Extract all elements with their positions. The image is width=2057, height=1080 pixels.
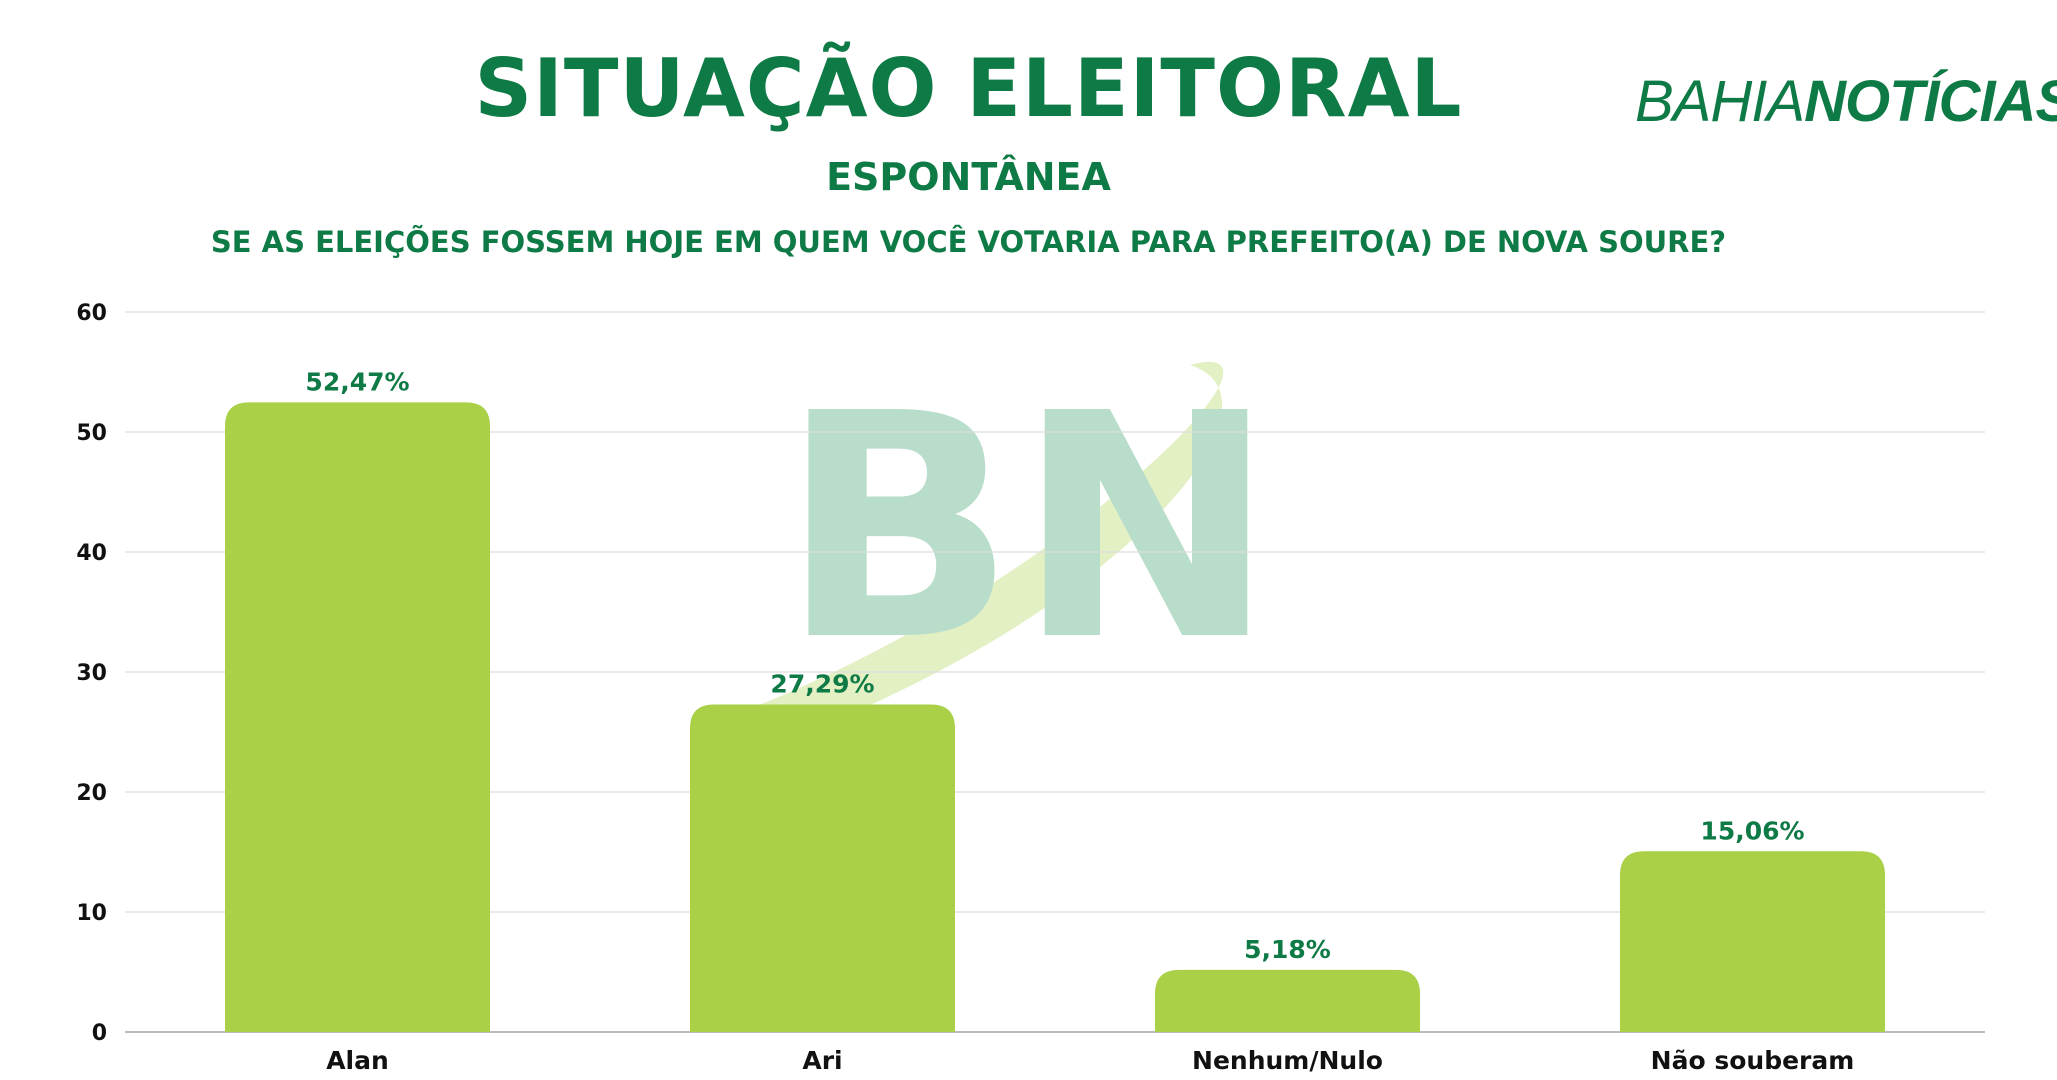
category-label: Nenhum/Nulo [1192, 1046, 1383, 1075]
bar [1155, 969, 1420, 1032]
logo-part-bahia: BAHIA [1635, 69, 1805, 134]
category-label: Não souberam [1651, 1046, 1855, 1075]
bars [225, 402, 1885, 1032]
y-tick-label: 10 [76, 901, 107, 926]
category-label: Alan [326, 1046, 389, 1075]
bar [690, 704, 955, 1032]
y-tick-label: 50 [76, 421, 107, 446]
watermark-text: BN [780, 348, 1276, 709]
survey-question: SE AS ELEIÇÕES FOSSEM HOJE EM QUEM VOCÊ … [210, 225, 1727, 259]
y-tick-label: 40 [76, 541, 107, 566]
chart-subtitle: ESPONTÂNEA [826, 155, 1111, 199]
data-label: 15,06% [1700, 816, 1804, 845]
bar [225, 402, 490, 1032]
chart-title: SITUAÇÃO ELEITORAL [474, 42, 1463, 135]
y-tick-label: 0 [92, 1021, 107, 1046]
data-label: 52,47% [305, 367, 409, 396]
y-tick-label: 30 [76, 661, 107, 686]
labels: 0 10 20 30 40 50 60 52,47% Alan 27,29% Ari 5,18% Nen… [76, 301, 1854, 1075]
y-tick-label: 60 [76, 301, 107, 326]
data-label: 27,29% [770, 670, 874, 699]
bar [1620, 851, 1885, 1032]
bahia-noticias-logo: BAHIANOTÍCIAS [1635, 68, 2057, 135]
data-label: 5,18% [1244, 935, 1331, 964]
category-label: Ari [802, 1046, 842, 1075]
y-tick-label: 20 [76, 781, 107, 806]
logo-part-noticias: NOTÍCIAS [1804, 69, 2057, 134]
